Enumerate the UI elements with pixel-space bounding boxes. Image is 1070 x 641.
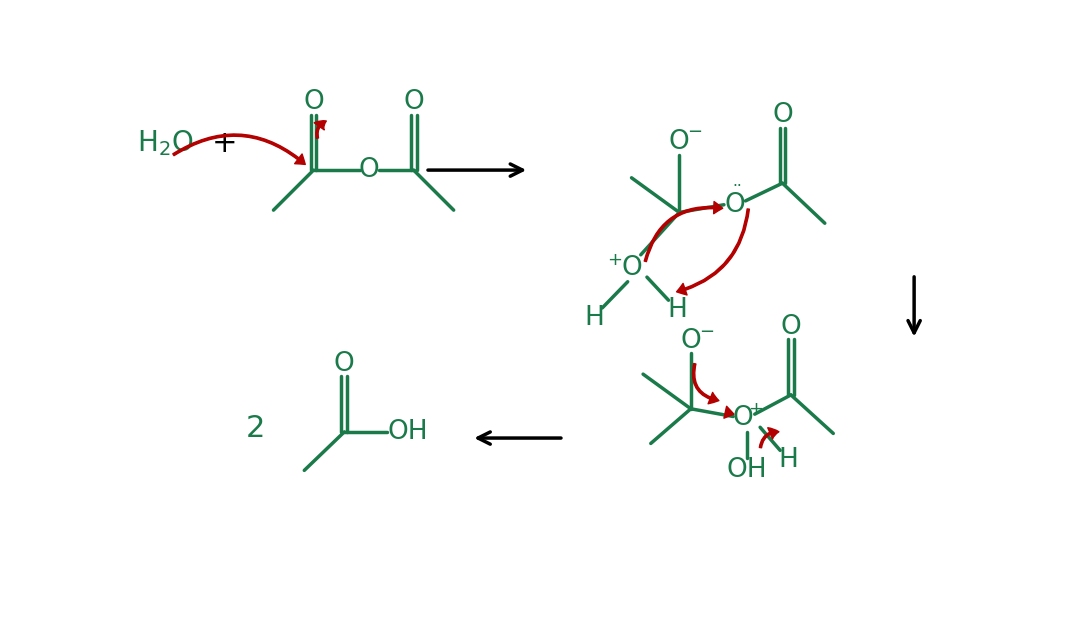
Text: O: O [303, 89, 324, 115]
FancyArrowPatch shape [724, 406, 734, 418]
Text: O: O [334, 351, 354, 377]
Text: O: O [403, 89, 424, 115]
FancyArrowPatch shape [692, 363, 719, 404]
Text: O: O [773, 103, 793, 128]
Text: O: O [733, 405, 753, 431]
Text: +: + [212, 129, 238, 158]
Text: −: − [687, 122, 702, 140]
Text: +: + [607, 251, 622, 269]
FancyArrowPatch shape [173, 134, 305, 165]
FancyArrowPatch shape [676, 209, 749, 295]
Text: ··: ·· [732, 179, 742, 194]
Text: H: H [584, 305, 605, 331]
Text: O: O [681, 328, 701, 354]
FancyArrowPatch shape [644, 201, 722, 262]
Text: O: O [358, 157, 380, 183]
Text: O: O [669, 129, 690, 154]
Text: OH: OH [727, 458, 767, 483]
Text: H$_2$O: H$_2$O [137, 128, 194, 158]
Text: O: O [780, 314, 801, 340]
Text: OH: OH [387, 419, 428, 445]
Text: O: O [622, 255, 642, 281]
Text: O: O [724, 192, 745, 218]
Text: H: H [668, 297, 688, 323]
Text: −: − [699, 323, 714, 341]
Text: +: + [748, 400, 763, 418]
FancyArrowPatch shape [315, 121, 326, 138]
FancyArrowPatch shape [760, 428, 779, 448]
Text: H: H [778, 447, 798, 474]
Text: 2: 2 [246, 413, 265, 442]
